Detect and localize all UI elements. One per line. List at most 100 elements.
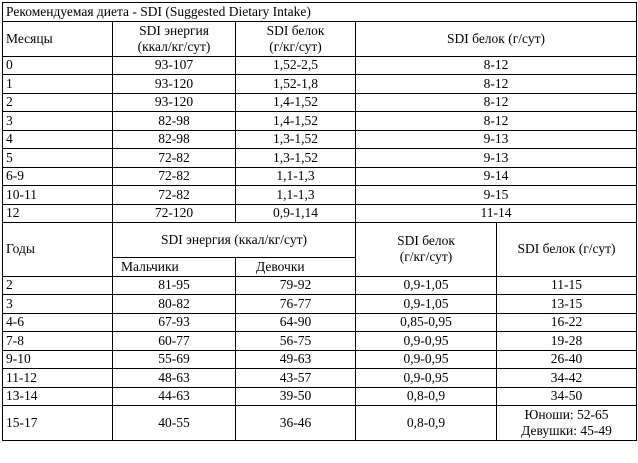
table-cell: 49-63 [235,349,356,369]
table-cell: 56-75 [235,331,356,351]
table-cell: 15-17 [2,405,113,441]
table-cell: 8-12 [355,111,637,131]
table-cell: 11-15 [496,275,637,295]
cell-line: Девушки: 45-49 [521,423,612,438]
table-cell: 8-12 [355,55,637,75]
table-cell: 4 [2,129,113,149]
table-cell: 12 [2,203,113,223]
table-cell: 72-82 [112,185,236,205]
table-cell: 0,9-1,05 [355,275,497,295]
table-cell: 0,8-0,9 [355,405,497,441]
table-cell: 4-6 [2,312,113,332]
cell-line: SDI энергия [139,22,209,38]
diet-table: Рекомендуемая диета - SDI (Suggested Die… [2,2,637,441]
table-row: Рекомендуемая диета - SDI (Suggested Die… [2,2,637,22]
table-cell: 80-82 [112,294,236,314]
table-cell: Юноши: 52-65 Девушки: 45-49 [496,405,637,441]
table-cell: 1,3-1,52 [235,148,356,168]
table-cell: 2 [2,275,113,295]
table-cell: 39-50 [235,386,356,406]
cell-line: (г/кг/сут) [269,38,322,54]
table-row: 7-8 60-77 56-75 0,9-0,95 19-28 [2,331,637,351]
table-cell: 43-57 [235,368,356,388]
table-cell: 8-12 [355,92,637,112]
table-cell: 93-120 [112,92,236,112]
header-cell: SDI белок (г/кг/сут) [235,20,356,57]
table-body: Рекомендуемая диета - SDI (Suggested Die… [2,2,637,441]
table-cell: 0,9-0,95 [355,331,497,351]
header-cell: SDI энергия (ккал/кг/сут) [112,20,236,57]
table-cell: 6-9 [2,166,113,186]
table-row: 5 72-82 1,3-1,52 9-13 [2,148,637,168]
table-cell: 13-14 [2,386,113,406]
table-cell: 10-11 [2,185,113,205]
table-row: 6-9 72-82 1,1-1,3 9-14 [2,166,637,186]
table-cell: 8-12 [355,74,637,94]
table-cell: 1 [2,74,113,94]
table-cell: 0,9-1,05 [355,294,497,314]
table-cell: 16-22 [496,312,637,332]
table-cell: 81-95 [112,275,236,295]
table-cell: 9-15 [355,185,637,205]
table-cell: 1,4-1,52 [235,92,356,112]
table-cell: 5 [2,148,113,168]
table-cell: 1,1-1,3 [235,166,356,186]
table-cell: 11-14 [355,203,637,223]
cell-line: (ккал/кг/сут) [137,38,211,54]
table-cell: 0,9-0,95 [355,368,497,388]
table-cell: 0,9-1,14 [235,203,356,223]
table-cell: 7-8 [2,331,113,351]
header-cell: SDI белок (г/сут) [496,222,637,277]
table-cell: 2 [2,92,113,112]
table-cell: 1,3-1,52 [235,129,356,149]
table-row: 4-6 67-93 64-90 0,85-0,95 16-22 [2,312,637,332]
cell-line: SDI белок [266,22,325,38]
header-cell: SDI энергия (ккал/кг/сут) [112,222,356,258]
header-cell: Месяцы [2,20,113,57]
table-cell: 1,4-1,52 [235,111,356,131]
table-row: Годы SDI энергия (ккал/кг/сут) SDI белок (г… [2,222,637,277]
table-cell: 13-15 [496,294,637,314]
table-row: 2 81-95 79-92 0,9-1,05 11-15 [2,275,637,295]
table-row: 11-12 48-63 43-57 0,9-0,95 34-42 [2,368,637,388]
table-row: 2 93-120 1,4-1,52 8-12 [2,92,637,112]
header-cell: SDI белок (г/кг/сут) [355,222,497,277]
cell-line: Юноши: 52-65 [524,407,609,422]
table-cell: 93-120 [112,74,236,94]
table-cell: 60-77 [112,331,236,351]
cell-line: SDI белок [397,233,455,249]
header-cell: Годы [2,222,113,277]
table-cell: 67-93 [112,312,236,332]
table-cell: 11-12 [2,368,113,388]
table-cell: 0,85-0,95 [355,312,497,332]
table-cell: 34-50 [496,386,637,406]
table-row: 10-11 72-82 1,1-1,3 9-15 [2,185,637,205]
table-row: 13-14 44-63 39-50 0,8-0,9 34-50 [2,386,637,406]
table-cell: 0,8-0,9 [355,386,497,406]
table-row: 3 80-82 76-77 0,9-1,05 13-15 [2,294,637,314]
table-cell: 0 [2,55,113,75]
table-cell: 9-13 [355,129,637,149]
table-row: 3 82-98 1,4-1,52 8-12 [2,111,637,131]
table-cell: 9-14 [355,166,637,186]
table-cell: 72-82 [112,148,236,168]
table-cell: 76-77 [235,294,356,314]
table-cell: 79-92 [235,275,356,295]
table-row: 0 93-107 1,52-2,5 8-12 [2,55,637,75]
table-cell: 82-98 [112,129,236,149]
table-row: 1 93-120 1,52-1,8 8-12 [2,74,637,94]
table-cell: 82-98 [112,111,236,131]
table-row: 9-10 55-69 49-63 0,9-0,95 26-40 [2,349,637,369]
table-cell: 93-107 [112,55,236,75]
table-cell: 1,52-2,5 [235,55,356,75]
subheader-cell: Мальчики [112,257,236,277]
table-cell: 36-46 [235,405,356,441]
table-cell: 44-63 [112,386,236,406]
table-cell: 72-120 [112,203,236,223]
table-cell: 3 [2,294,113,314]
table-row: Месяцы SDI энергия (ккал/кг/сут) SDI белок(… [2,20,637,57]
table-title: Рекомендуемая диета - SDI (Suggested Die… [2,2,637,22]
table-cell: 1,52-1,8 [235,74,356,94]
cell-line: (г/кг/сут) [399,249,453,265]
table-row: 15-17 40-55 36-46 0,8-0,9 Юноши: 52-65 Девушк… [2,405,637,441]
